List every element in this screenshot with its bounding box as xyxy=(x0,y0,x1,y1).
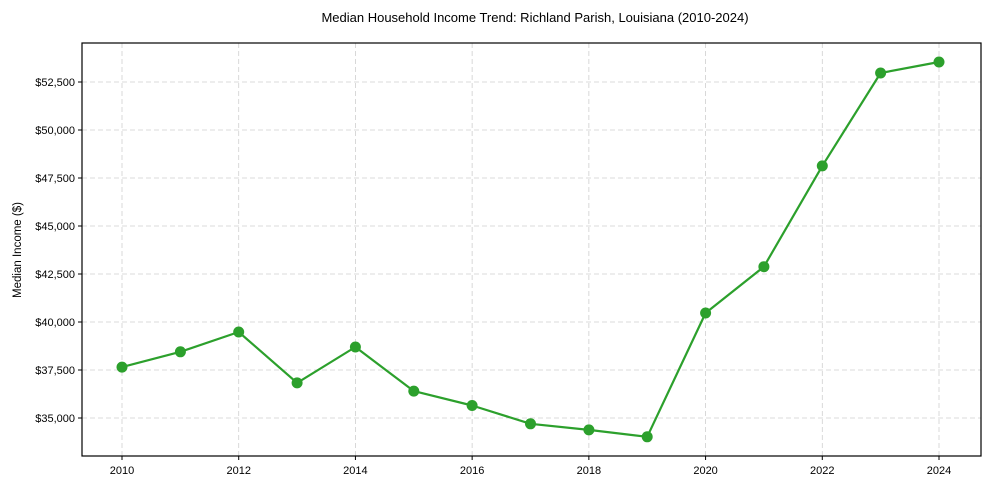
y-tick-label: $52,500 xyxy=(35,77,75,89)
data-point xyxy=(700,307,712,319)
data-point-markers xyxy=(116,56,945,443)
y-tick-label: $35,000 xyxy=(35,413,75,425)
x-tick-label: 2012 xyxy=(226,465,250,477)
data-point xyxy=(641,431,653,443)
data-point xyxy=(466,400,478,411)
data-point xyxy=(291,377,303,389)
y-axis-label: Median Income ($) xyxy=(12,202,24,298)
data-point xyxy=(816,160,828,172)
y-tick-label: $42,500 xyxy=(35,269,75,281)
data-point xyxy=(408,385,420,397)
x-axis: 2010 2012 2014 2016 2018 2020 2022 2024 xyxy=(110,456,951,477)
grid-lines xyxy=(82,43,981,456)
x-tick-label: 2016 xyxy=(460,465,484,477)
chart-title: Median Household Income Trend: Richland … xyxy=(321,10,748,25)
data-point xyxy=(233,326,245,338)
x-tick-label: 2014 xyxy=(343,465,367,477)
x-tick-label: 2024 xyxy=(927,465,951,477)
y-axis: $35,000 $37,500 $40,000 $42,500 $45,000 $47,5… xyxy=(35,77,82,425)
data-point xyxy=(116,361,128,373)
x-tick-label: 2010 xyxy=(110,465,134,477)
x-tick-label: 2020 xyxy=(693,465,717,477)
data-point xyxy=(525,418,536,430)
data-point xyxy=(758,261,770,273)
y-tick-label: $47,500 xyxy=(35,173,75,185)
data-point xyxy=(349,341,361,353)
data-point xyxy=(933,56,945,68)
y-tick-label: $50,000 xyxy=(35,125,75,137)
data-point xyxy=(875,67,887,79)
data-point xyxy=(583,424,595,436)
y-tick-label: $45,000 xyxy=(35,221,75,233)
x-tick-label: 2018 xyxy=(577,465,601,477)
income-line xyxy=(121,60,940,438)
y-tick-label: $37,500 xyxy=(35,365,75,377)
y-tick-label: $40,000 xyxy=(35,317,75,329)
x-tick-label: 2022 xyxy=(810,465,834,477)
data-point xyxy=(174,346,186,358)
plot-frame xyxy=(81,42,982,457)
